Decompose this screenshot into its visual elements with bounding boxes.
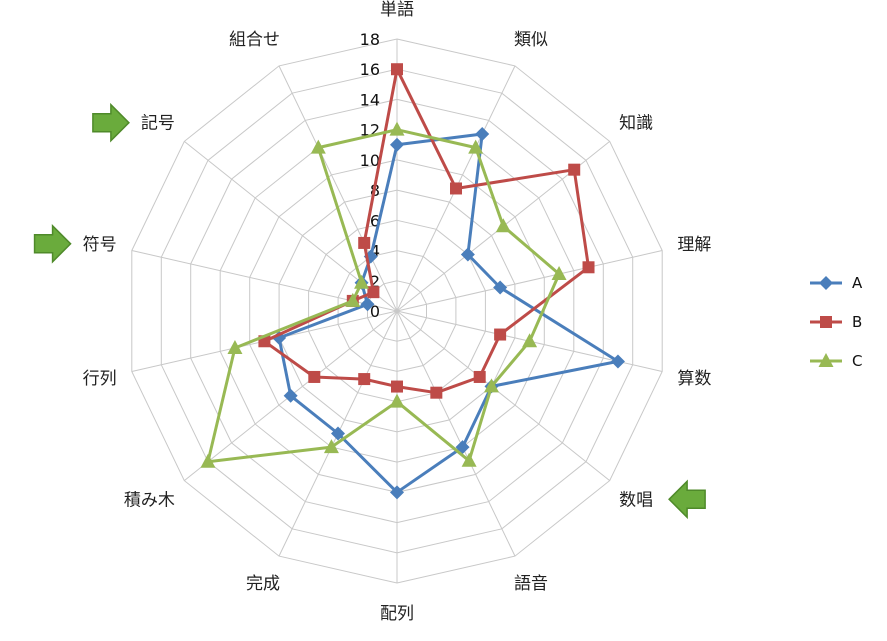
legend-marker — [818, 353, 834, 367]
data-point-C-算数 — [522, 333, 538, 348]
legend-label: C — [852, 352, 862, 370]
tick-label: 4 — [370, 242, 380, 261]
series-B — [258, 63, 595, 399]
data-point-C-理解 — [551, 266, 567, 281]
green-arrow-left-icon — [668, 479, 706, 520]
data-point-C-類似 — [468, 139, 484, 154]
category-label: 語音 — [514, 574, 548, 594]
legend-label: B — [852, 313, 862, 331]
data-point-B-類似 — [450, 182, 463, 195]
category-label: 積み木 — [124, 490, 175, 510]
spoke-語音 — [396, 310, 516, 557]
data-point-A-類似 — [475, 127, 490, 142]
tick-label: 16 — [360, 60, 380, 79]
category-label: 配列 — [380, 604, 414, 624]
spoke-数唱 — [396, 310, 611, 481]
data-point-B-知識 — [568, 163, 581, 176]
data-point-C-知識 — [495, 218, 511, 233]
category-label: 理解 — [677, 235, 711, 255]
category-label: 完成 — [246, 574, 280, 594]
data-point-B-語音 — [430, 386, 443, 399]
data-point-B-配列 — [391, 380, 403, 393]
data-point-B-理解 — [582, 261, 595, 274]
data-point-B-組合せ — [358, 236, 371, 249]
legend-entry-B: B — [810, 313, 862, 331]
highlight-arrows — [33, 102, 706, 520]
data-point-A-完成 — [330, 426, 345, 441]
category-label: 記号 — [141, 114, 175, 134]
data-point-A-算数 — [610, 354, 625, 369]
legend-marker — [820, 316, 832, 328]
data-point-A-知識 — [460, 247, 475, 262]
radar-grid — [131, 38, 663, 584]
data-point-C-行列 — [227, 339, 243, 354]
data-point-C-符号 — [345, 292, 361, 307]
green-arrow-right-icon — [92, 102, 130, 143]
data-point-C-数唱 — [484, 378, 500, 393]
data-point-A-積み木 — [283, 388, 298, 403]
category-label: 行列 — [83, 369, 117, 389]
category-label: 組合せ — [229, 30, 280, 50]
data-point-A-単語 — [390, 137, 404, 152]
data-point-C-配列 — [389, 393, 405, 408]
data-point-A-理解 — [493, 280, 508, 295]
data-point-B-記号 — [367, 286, 380, 299]
category-label: 単語 — [380, 0, 414, 20]
category-label: 算数 — [677, 369, 711, 389]
data-point-C-完成 — [323, 439, 339, 454]
tick-label: 18 — [360, 30, 380, 49]
spoke-理解 — [396, 250, 663, 312]
data-point-B-算数 — [494, 328, 507, 341]
series-C — [200, 121, 567, 468]
data-point-C-組合せ — [310, 139, 326, 154]
data-point-C-積み木 — [200, 453, 216, 468]
tick-label: 0 — [370, 302, 380, 321]
data-point-B-完成 — [358, 373, 371, 386]
data-point-B-数唱 — [473, 370, 486, 383]
category-label: 符号 — [83, 235, 117, 255]
category-label: 数唱 — [619, 490, 653, 510]
category-label: 類似 — [514, 30, 548, 50]
legend: A B C — [810, 274, 863, 370]
category-label: 知識 — [619, 114, 653, 134]
legend-entry-C: C — [810, 352, 862, 370]
legend-label: A — [852, 274, 863, 292]
data-point-B-積み木 — [308, 370, 321, 383]
data-point-B-単語 — [391, 63, 403, 76]
tick-label: 14 — [360, 90, 380, 109]
tick-label: 2 — [370, 272, 380, 291]
data-point-C-記号 — [354, 274, 370, 289]
tick-label: 10 — [360, 151, 380, 170]
data-point-C-単語 — [389, 121, 405, 136]
data-point-C-語音 — [461, 452, 477, 467]
data-point-A-符号 — [360, 297, 375, 312]
series-line-B — [262, 67, 590, 395]
spoke-組合せ — [278, 65, 398, 312]
series-layer — [200, 63, 625, 500]
green-arrow-right-icon — [33, 223, 72, 264]
legend-marker — [819, 276, 833, 290]
legend-entry-A: A — [810, 274, 863, 292]
tick-label: 6 — [370, 211, 380, 230]
data-point-A-配列 — [390, 485, 404, 500]
